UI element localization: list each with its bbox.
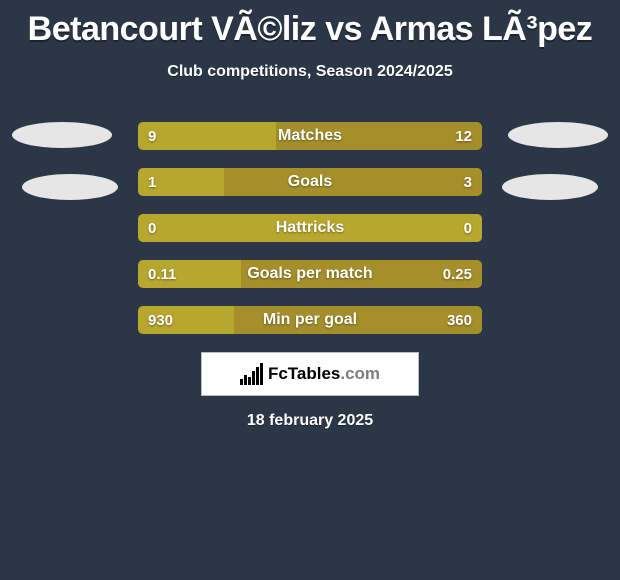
logo-text: FcTables.com — [268, 364, 380, 384]
stat-row: 1Goals3 — [138, 168, 482, 196]
stat-row: 930Min per goal360 — [138, 306, 482, 334]
date-label: 18 february 2025 — [0, 412, 620, 430]
stat-row: 0Hattricks0 — [138, 214, 482, 242]
player-right-avatar-2 — [502, 174, 598, 200]
stat-right-value: 360 — [437, 306, 482, 334]
stat-right-value: 0 — [454, 214, 482, 242]
stat-label: Goals — [138, 168, 482, 196]
stat-bars: 9Matches12 1Goals3 0Hattricks0 0.11Goals pe… — [138, 122, 482, 352]
stat-row: 9Matches12 — [138, 122, 482, 150]
subtitle: Club competitions, Season 2024/2025 — [0, 63, 620, 81]
stat-right-value: 12 — [445, 122, 482, 150]
stat-label: Matches — [138, 122, 482, 150]
player-left-avatar-2 — [22, 174, 118, 200]
logo: FcTables.com — [240, 363, 380, 385]
comparison-widget: Betancourt VÃ©liz vs Armas LÃ³pez Club c… — [0, 0, 620, 580]
stat-label: Hattricks — [138, 214, 482, 242]
stat-row: 0.11Goals per match0.25 — [138, 260, 482, 288]
player-left-avatar-1 — [12, 122, 112, 148]
logo-box[interactable]: FcTables.com — [201, 352, 419, 396]
player-right-avatar-1 — [508, 122, 608, 148]
stat-label: Min per goal — [138, 306, 482, 334]
stat-right-value: 3 — [454, 168, 482, 196]
stat-right-value: 0.25 — [433, 260, 482, 288]
logo-bars-icon — [240, 363, 266, 385]
page-title: Betancourt VÃ©liz vs Armas LÃ³pez — [0, 0, 620, 49]
stat-label: Goals per match — [138, 260, 482, 288]
